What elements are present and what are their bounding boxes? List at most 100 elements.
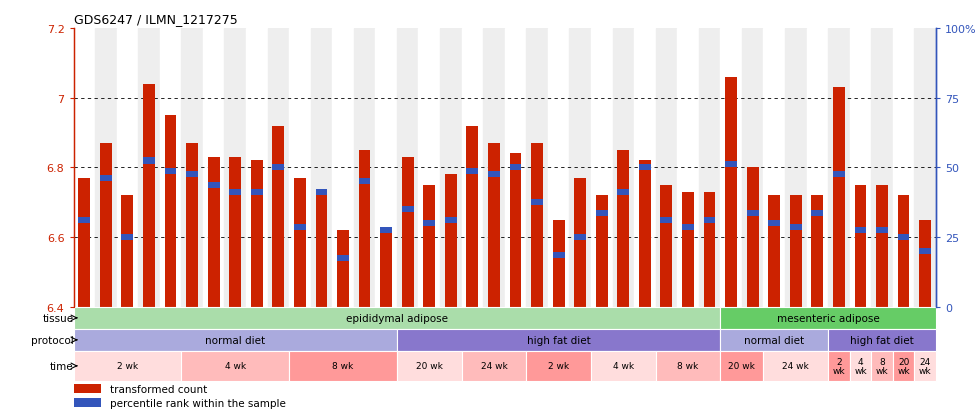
Bar [612, 29, 634, 307]
Bar [682, 224, 694, 230]
Bar [526, 351, 591, 381]
Bar [268, 29, 289, 307]
Text: 2 wk: 2 wk [117, 361, 138, 370]
Bar [531, 200, 543, 206]
Bar [617, 151, 629, 307]
Text: 24 wk: 24 wk [480, 361, 508, 370]
Text: 8 wk: 8 wk [332, 361, 354, 370]
Bar [569, 29, 591, 307]
Text: 8
wk: 8 wk [876, 357, 888, 375]
Text: 4
wk: 4 wk [855, 357, 866, 375]
Bar [160, 29, 181, 307]
Bar [122, 235, 133, 241]
Bar [294, 178, 306, 307]
Bar [591, 29, 612, 307]
Text: 24
wk: 24 wk [919, 357, 931, 375]
Bar [294, 224, 306, 230]
Bar [855, 228, 866, 234]
Bar [768, 196, 780, 307]
Bar [699, 29, 720, 307]
Bar [876, 185, 888, 307]
Bar [397, 329, 720, 351]
Bar [332, 29, 354, 307]
Text: tissue: tissue [42, 313, 74, 323]
Bar [380, 227, 392, 307]
Bar [725, 161, 737, 168]
Bar [720, 29, 742, 307]
Text: 4 wk: 4 wk [612, 361, 634, 370]
Bar [445, 175, 457, 307]
Bar [359, 179, 370, 185]
Bar [423, 185, 435, 307]
Text: percentile rank within the sample: percentile rank within the sample [110, 398, 285, 408]
Text: high fat diet: high fat diet [850, 335, 914, 345]
Bar [833, 88, 845, 307]
Text: protocol: protocol [30, 335, 74, 345]
Bar [893, 351, 914, 381]
Text: mesenteric adipose: mesenteric adipose [777, 313, 879, 323]
Bar [311, 29, 332, 307]
Bar [466, 126, 478, 307]
Bar [78, 217, 90, 223]
Text: 8 wk: 8 wk [677, 361, 699, 370]
Bar [634, 29, 656, 307]
Bar [617, 189, 629, 195]
Bar [725, 78, 737, 307]
Bar [251, 161, 263, 307]
Bar [871, 29, 893, 307]
Bar [574, 178, 586, 307]
Bar [186, 144, 198, 307]
Bar [462, 29, 483, 307]
Bar [117, 29, 138, 307]
Bar [914, 351, 936, 381]
Bar [574, 235, 586, 241]
Bar [505, 29, 526, 307]
Bar [440, 29, 462, 307]
Bar [316, 189, 327, 195]
Bar [208, 183, 220, 188]
Bar [639, 161, 651, 307]
Bar [720, 329, 828, 351]
Bar [553, 252, 564, 258]
Bar [596, 196, 608, 307]
Bar [914, 29, 936, 307]
Bar [919, 220, 931, 307]
Bar [165, 116, 176, 307]
Bar [639, 165, 651, 171]
Bar [661, 217, 672, 223]
Bar [229, 158, 241, 307]
Bar [488, 144, 500, 307]
Bar [747, 168, 759, 307]
Bar [677, 29, 699, 307]
Bar [488, 172, 500, 178]
Bar [828, 351, 850, 381]
Text: 24 wk: 24 wk [782, 361, 809, 370]
Text: 2 wk: 2 wk [548, 361, 569, 370]
Bar [289, 351, 397, 381]
Bar [138, 29, 160, 307]
Bar [682, 192, 694, 307]
Bar [747, 210, 759, 216]
Bar [833, 172, 845, 178]
Bar [510, 154, 521, 307]
Bar [380, 228, 392, 234]
Bar [246, 29, 268, 307]
Bar [74, 29, 95, 307]
Bar [855, 185, 866, 307]
Bar [289, 29, 311, 307]
Text: normal diet: normal diet [205, 335, 266, 345]
Bar [720, 307, 936, 329]
Bar [768, 221, 780, 227]
Bar [100, 144, 112, 307]
Text: GDS6247 / ILMN_1217275: GDS6247 / ILMN_1217275 [74, 13, 237, 26]
Bar [423, 221, 435, 227]
Bar [466, 169, 478, 175]
Bar [510, 165, 521, 171]
Bar [74, 307, 720, 329]
Bar [316, 192, 327, 307]
Bar [790, 196, 802, 307]
Text: normal diet: normal diet [744, 335, 805, 345]
Bar [553, 220, 564, 307]
Bar [807, 29, 828, 307]
Bar [790, 224, 802, 230]
